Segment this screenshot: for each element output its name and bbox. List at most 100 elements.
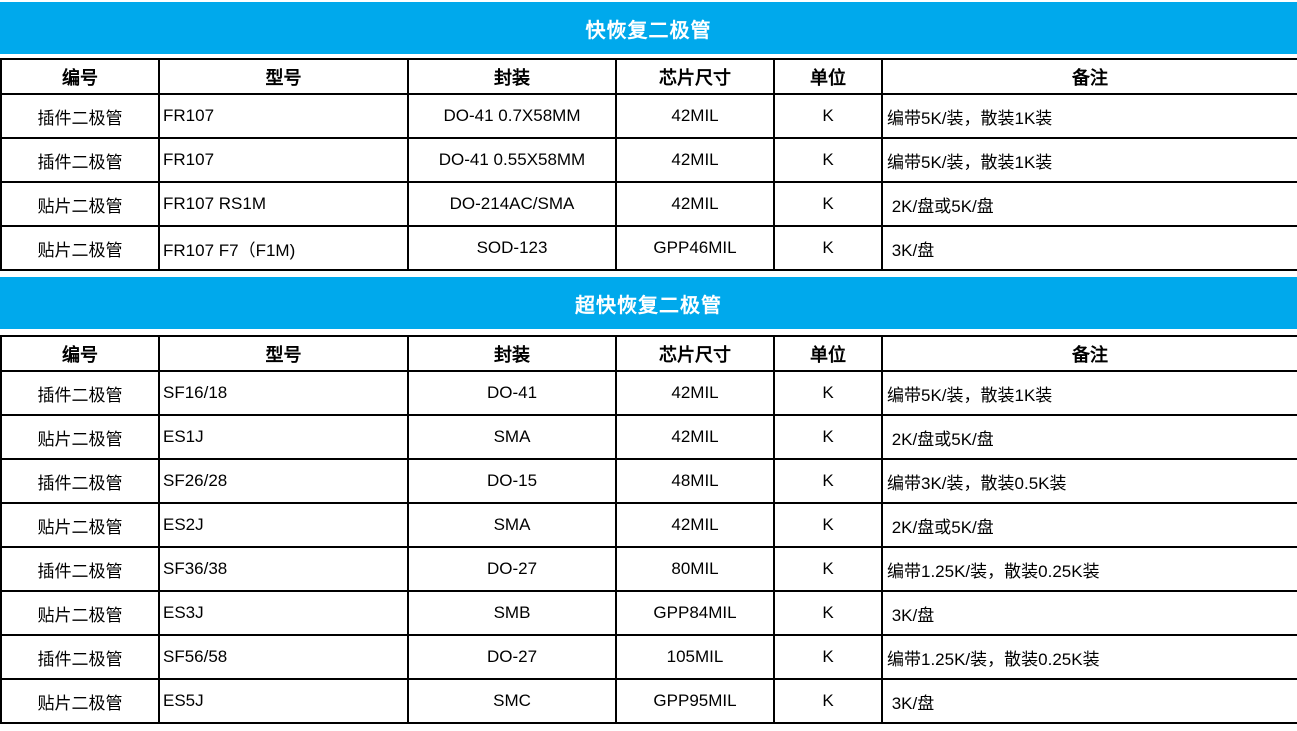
cell: DO-41 0.55X58MM [407,137,617,183]
table-row: 贴片二极管 ES5J SMC GPP95MIL K 3K/盘 [0,678,1297,724]
cell: 编带5K/装，散装1K装 [881,370,1297,416]
table-row: 贴片二极管 ES1J SMA 42MIL K 2K/盘或5K/盘 [0,414,1297,460]
column-header-chip-size: 芯片尺寸 [615,335,775,372]
cell: 2K/盘或5K/盘 [881,502,1297,548]
cell: 42MIL [615,370,775,416]
cell: K [773,370,883,416]
column-header-package: 封装 [407,335,617,372]
column-header-remarks: 备注 [881,58,1297,95]
cell: SF16/18 [158,370,409,416]
table-row: 插件二极管 SF16/18 DO-41 42MIL K 编带5K/装，散装1K装 [0,370,1297,416]
table-row: 贴片二极管 ES3J SMB GPP84MIL K 3K/盘 [0,590,1297,636]
cell: 42MIL [615,137,775,183]
header-row: 编号 型号 封装 芯片尺寸 单位 备注 [0,335,1297,372]
table-row: 插件二极管 SF56/58 DO-27 105MIL K 编带1.25K/装，散装0.25… [0,634,1297,680]
cell: FR107 F7（F1M) [158,225,409,271]
column-header-unit: 单位 [773,58,883,95]
cell: SMA [407,414,617,460]
cell: 贴片二极管 [0,502,160,548]
column-header-unit: 单位 [773,335,883,372]
cell: 42MIL [615,502,775,548]
cell: 42MIL [615,181,775,227]
table-row: 贴片二极管 FR107 RS1M DO-214AC/SMA 42MIL K 2K/盘或5… [0,181,1297,227]
cell: DO-41 0.7X58MM [407,93,617,139]
cell: 贴片二极管 [0,678,160,724]
table-row: 插件二极管 SF36/38 DO-27 80MIL K 编带1.25K/装，散装0.25K… [0,546,1297,592]
cell: ES2J [158,502,409,548]
cell: 105MIL [615,634,775,680]
header-row: 编号 型号 封装 芯片尺寸 单位 备注 [0,58,1297,95]
section-title-fast-recovery: 快恢复二极管 [0,2,1297,54]
cell: 插件二极管 [0,370,160,416]
cell: FR107 RS1M [158,181,409,227]
cell: FR107 [158,137,409,183]
cell: 3K/盘 [881,590,1297,636]
table-row: 插件二极管 FR107 DO-41 0.7X58MM 42MIL K 编带5K/装，散装1… [0,93,1297,139]
cell: SMC [407,678,617,724]
column-header-chip-size: 芯片尺寸 [615,58,775,95]
cell: 80MIL [615,546,775,592]
section-title-ultrafast-recovery: 超快恢复二极管 [0,277,1297,329]
cell: K [773,590,883,636]
cell: 编带3K/装，散装0.5K装 [881,458,1297,504]
cell: DO-214AC/SMA [407,181,617,227]
cell: 编带5K/装，散装1K装 [881,137,1297,183]
cell: SF26/28 [158,458,409,504]
cell: SMA [407,502,617,548]
cell: SF56/58 [158,634,409,680]
cell: K [773,137,883,183]
cell: ES1J [158,414,409,460]
cell: 3K/盘 [881,678,1297,724]
cell: ES5J [158,678,409,724]
table-row: 贴片二极管 ES2J SMA 42MIL K 2K/盘或5K/盘 [0,502,1297,548]
section-fast-recovery-diode: 快恢复二极管 编号 型号 封装 芯片尺寸 单位 备注 插件二极管 FR107 DO-… [0,2,1297,271]
fast-recovery-table: 编号 型号 封装 芯片尺寸 单位 备注 插件二极管 FR107 DO-41 0.7X… [0,58,1297,271]
cell: K [773,93,883,139]
cell: 48MIL [615,458,775,504]
cell: SMB [407,590,617,636]
cell: K [773,181,883,227]
cell: K [773,414,883,460]
cell: K [773,546,883,592]
cell: 编带1.25K/装，散装0.25K装 [881,546,1297,592]
cell: K [773,502,883,548]
cell: K [773,634,883,680]
column-header-remarks: 备注 [881,335,1297,372]
column-header-package: 封装 [407,58,617,95]
cell: 42MIL [615,93,775,139]
cell: GPP95MIL [615,678,775,724]
cell: DO-27 [407,634,617,680]
column-header-model: 型号 [158,58,409,95]
column-header-model: 型号 [158,335,409,372]
cell: 插件二极管 [0,93,160,139]
cell: 插件二极管 [0,634,160,680]
cell: 贴片二极管 [0,181,160,227]
cell: DO-41 [407,370,617,416]
section-ultrafast-recovery-diode: 超快恢复二极管 编号 型号 封装 芯片尺寸 单位 备注 插件二极管 SF16/18… [0,277,1297,724]
cell: 贴片二极管 [0,414,160,460]
cell: K [773,225,883,271]
cell: GPP84MIL [615,590,775,636]
cell: 3K/盘 [881,225,1297,271]
cell: 插件二极管 [0,546,160,592]
table-row: 插件二极管 FR107 DO-41 0.55X58MM 42MIL K 编带5K/装，散装… [0,137,1297,183]
column-header-number: 编号 [0,58,160,95]
cell: 插件二极管 [0,458,160,504]
cell: SF36/38 [158,546,409,592]
cell: ES3J [158,590,409,636]
cell: DO-27 [407,546,617,592]
column-header-number: 编号 [0,335,160,372]
cell: K [773,678,883,724]
cell: 42MIL [615,414,775,460]
cell: 插件二极管 [0,137,160,183]
ultrafast-recovery-table: 编号 型号 封装 芯片尺寸 单位 备注 插件二极管 SF16/18 DO-41 42M… [0,335,1297,724]
cell: DO-15 [407,458,617,504]
cell: GPP46MIL [615,225,775,271]
cell: 贴片二极管 [0,225,160,271]
cell: K [773,458,883,504]
table-row: 贴片二极管 FR107 F7（F1M) SOD-123 GPP46MIL K 3K/盘 [0,225,1297,271]
cell: 编带5K/装，散装1K装 [881,93,1297,139]
cell: 2K/盘或5K/盘 [881,414,1297,460]
cell: SOD-123 [407,225,617,271]
